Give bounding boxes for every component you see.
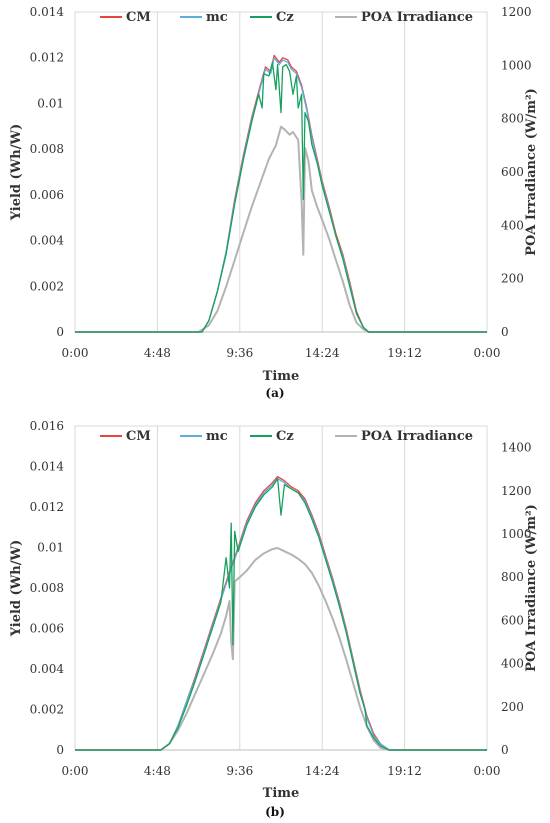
y-axis-title: Yield (Wh/W) xyxy=(9,124,24,222)
y2-tick-label: 0 xyxy=(501,743,509,757)
y-tick-label: 0.01 xyxy=(37,541,64,555)
y2-tick-label: 200 xyxy=(501,700,524,714)
y-tick-label: 0.006 xyxy=(30,188,64,202)
y-tick-label: 0.01 xyxy=(37,96,64,110)
y-tick-label: 0.006 xyxy=(30,622,64,636)
chart-panel-b: 0:00 4:48 9:36 14:24 19:12 0:0000.0020.0040.0… xyxy=(9,419,539,819)
x-tick-label: 9:36 xyxy=(226,764,253,778)
y2-tick-label: 1000 xyxy=(501,527,532,541)
x-tick-label: 4:48 xyxy=(144,764,171,778)
y2-tick-label: 0 xyxy=(501,325,509,339)
legend-label: POA Irradiance xyxy=(361,10,473,25)
series-line-cz xyxy=(75,477,487,751)
legend-label: CM xyxy=(126,10,151,25)
y-tick-label: 0.004 xyxy=(30,662,65,676)
y-tick-label: 0.004 xyxy=(30,234,65,248)
x-axis-title: Time xyxy=(263,369,300,384)
x-axis-title: Time xyxy=(263,786,300,801)
y2-tick-label: 600 xyxy=(501,165,524,179)
y-tick-label: 0.012 xyxy=(30,51,64,65)
y2-tick-label: 600 xyxy=(501,613,524,627)
series-line-poa-irradiance xyxy=(75,125,487,333)
legend-label: Cz xyxy=(276,10,294,25)
x-tick-label: 0:00 xyxy=(62,764,89,778)
x-tick-label: 0:00 xyxy=(474,346,501,360)
y2-tick-label: 400 xyxy=(501,657,524,671)
y2-tick-label: 1400 xyxy=(501,441,532,455)
y-tick-label: 0.016 xyxy=(30,419,64,433)
y2-axis-title: POA Irradiance (W/m²) xyxy=(524,88,539,256)
y-tick-label: 0.002 xyxy=(30,279,64,293)
y-axis-title: Yield (Wh/W) xyxy=(9,540,24,638)
x-tick-label: 19:12 xyxy=(387,764,422,778)
x-tick-label: 14:24 xyxy=(305,346,340,360)
y2-axis-title: POA Irradiance (W/m²) xyxy=(524,504,539,672)
legend-label: CM xyxy=(126,429,151,444)
legend-label: mc xyxy=(206,429,228,444)
y-tick-label: 0.008 xyxy=(30,581,64,595)
y-tick-label: 0.008 xyxy=(30,142,64,156)
panel-label: (b) xyxy=(265,805,285,819)
x-tick-label: 14:24 xyxy=(305,764,340,778)
y-tick-label: 0.014 xyxy=(30,5,65,19)
y2-tick-label: 1200 xyxy=(501,5,532,19)
y2-tick-label: 1200 xyxy=(501,484,532,498)
x-tick-label: 4:48 xyxy=(144,346,171,360)
y2-tick-label: 200 xyxy=(501,272,524,286)
y2-tick-label: 400 xyxy=(501,218,524,232)
y-tick-label: 0.002 xyxy=(30,703,64,717)
y2-tick-label: 800 xyxy=(501,570,524,584)
x-tick-label: 0:00 xyxy=(62,346,89,360)
series-line-cz xyxy=(75,61,487,333)
y-tick-label: 0.012 xyxy=(30,500,64,514)
x-tick-label: 19:12 xyxy=(387,346,422,360)
y-tick-label: 0 xyxy=(56,325,64,339)
y-tick-label: 0.014 xyxy=(30,460,65,474)
y2-tick-label: 1000 xyxy=(501,58,532,72)
legend-label: POA Irradiance xyxy=(361,429,473,444)
legend-label: mc xyxy=(206,10,228,25)
chart-panel-a: 0:00 4:48 9:36 14:24 19:12 0:0000.0020.0040.0… xyxy=(9,5,539,400)
series-line-poa-irradiance xyxy=(75,547,487,751)
x-tick-label: 9:36 xyxy=(226,346,253,360)
x-tick-label: 0:00 xyxy=(474,764,501,778)
y-tick-label: 0 xyxy=(56,743,64,757)
panel-label: (a) xyxy=(265,386,284,400)
y2-tick-label: 800 xyxy=(501,112,524,126)
legend-label: Cz xyxy=(276,429,294,444)
